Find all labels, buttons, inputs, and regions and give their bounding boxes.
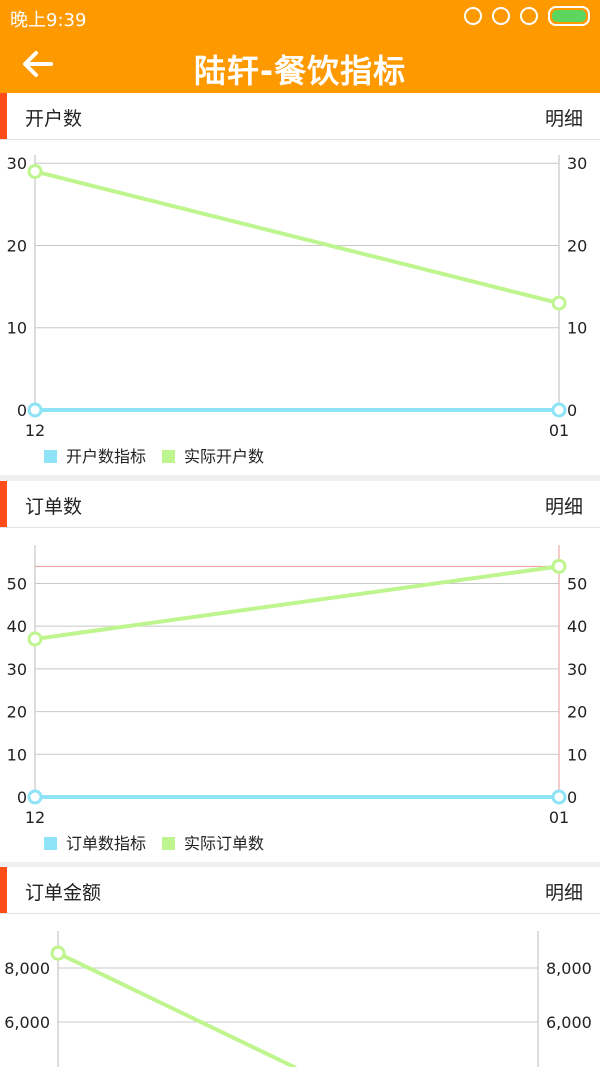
y-tick-left: 30: [7, 660, 27, 679]
section-accent-bar: [0, 481, 7, 527]
data-point: [27, 631, 43, 647]
back-arrow-icon[interactable]: [18, 44, 58, 84]
mute-icon: [464, 7, 482, 25]
legend-label: 实际订单数: [184, 834, 264, 853]
status-icons: [464, 6, 590, 26]
section-order-amount: 订单金额 明细 8,000 8,000 6,000 6,000: [0, 867, 600, 1067]
y-tick-right: 50: [567, 574, 587, 593]
app-bar: 陆轩-餐饮指标: [0, 34, 600, 93]
y-tick-right: 10: [567, 745, 587, 764]
data-point: [551, 402, 567, 418]
series-line: [57, 951, 297, 1067]
data-point: [27, 402, 43, 418]
section-accent-bar: [0, 93, 7, 139]
status-bar: 晚上9:39: [0, 0, 600, 34]
detail-button[interactable]: 明细: [544, 108, 583, 130]
x-tick-label: 01: [549, 808, 569, 827]
section-header: 订单金额 明细: [0, 867, 600, 914]
y-tick-right: 40: [567, 617, 587, 636]
data-point: [551, 558, 567, 574]
y-tick-left: 8,000: [4, 959, 50, 978]
data-point: [551, 295, 567, 311]
data-point: [27, 789, 43, 805]
section-title: 开户数: [25, 108, 83, 130]
detail-button[interactable]: 明细: [544, 496, 583, 518]
y-tick-right: 20: [567, 703, 587, 722]
alarm-icon: [492, 7, 510, 25]
y-tick-right: 0: [567, 788, 577, 807]
y-tick-left: 10: [7, 319, 27, 338]
x-tick-label: 12: [25, 808, 45, 827]
y-tick-left: 20: [7, 236, 27, 255]
x-tick-label: 01: [549, 421, 569, 440]
legend-label: 订单数指标: [66, 834, 146, 853]
y-tick-right: 10: [567, 319, 587, 338]
y-tick-right: 30: [567, 154, 587, 173]
y-tick-left: 30: [7, 154, 27, 173]
y-tick-left: 50: [7, 574, 27, 593]
section-order-count: 订单数 明细 0 0 10 10 20 20 30 30 40 40 50 50 12 01 订单数指标 实际…: [0, 481, 600, 862]
wifi-icon: [520, 7, 538, 25]
y-tick-right: 0: [567, 401, 577, 420]
data-point: [27, 163, 43, 179]
series-line: [34, 169, 560, 306]
y-tick-left: 40: [7, 617, 27, 636]
y-tick-left: 0: [17, 788, 27, 807]
legend-swatch: [162, 837, 175, 850]
section-account-count: 开户数 明细 0 0 10 10 20 20 30 30 12 01 开户数指标 实际开户数: [0, 93, 600, 475]
data-point: [50, 945, 66, 961]
section-header: 开户数 明细: [0, 93, 600, 140]
y-tick-left: 10: [7, 745, 27, 764]
legend-swatch: [162, 450, 175, 463]
legend-swatch: [44, 837, 57, 850]
section-title: 订单金额: [25, 882, 102, 904]
y-tick-right: 20: [567, 236, 587, 255]
battery-icon: [548, 6, 590, 26]
section-title: 订单数: [25, 496, 83, 518]
y-tick-left: 20: [7, 703, 27, 722]
legend-swatch: [44, 450, 57, 463]
section-accent-bar: [0, 867, 7, 913]
page-title: 陆轩-餐饮指标: [193, 52, 407, 90]
legend-label: 实际开户数: [184, 447, 264, 466]
account-count-chart: 0 0 10 10 20 20 30 30 12 01 开户数指标 实际开户数: [7, 154, 588, 466]
legend-label: 开户数指标: [66, 447, 146, 466]
y-tick-left: 0: [17, 401, 27, 420]
detail-button[interactable]: 明细: [544, 882, 583, 904]
y-tick-right: 8,000: [546, 959, 592, 978]
data-point: [551, 789, 567, 805]
order-count-chart: 0 0 10 10 20 20 30 30 40 40 50 50 12 01 订单数指标 实际订单数: [7, 545, 587, 853]
x-tick-label: 12: [25, 421, 45, 440]
y-tick-right: 6,000: [546, 1013, 592, 1032]
y-tick-left: 6,000: [4, 1013, 50, 1032]
y-tick-right: 30: [567, 660, 587, 679]
section-header: 订单数 明细: [0, 481, 600, 528]
status-time: 晚上9:39: [10, 10, 87, 31]
series-line: [34, 564, 560, 641]
order-amount-chart: 8,000 8,000 6,000 6,000: [4, 931, 592, 1067]
